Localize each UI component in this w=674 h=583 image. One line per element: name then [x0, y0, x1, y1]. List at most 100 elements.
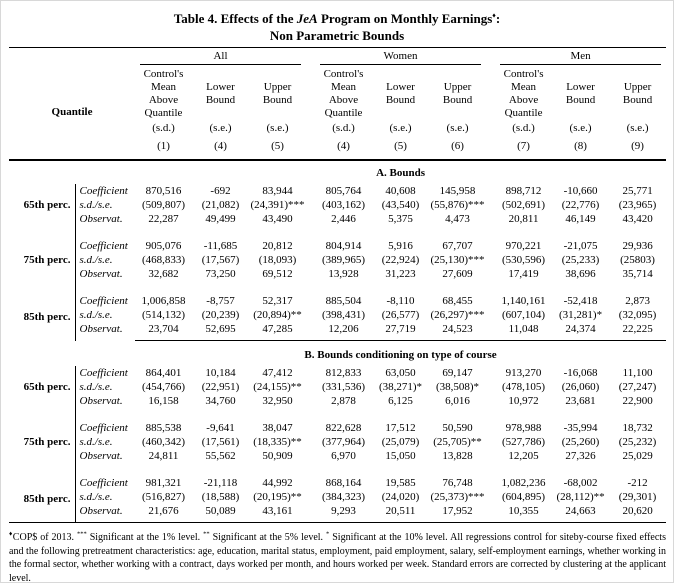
- value-cell: -16,068: [563, 366, 598, 379]
- value-cell: 10,184: [205, 366, 236, 379]
- value-cell: 868,164: [325, 476, 362, 489]
- column-header: Lower Bound: [385, 81, 416, 106]
- value-cell: (23,965): [618, 199, 657, 211]
- value-cell: -692: [210, 185, 231, 197]
- value-cell: 27,326: [565, 449, 596, 462]
- value-cell: 31,223: [385, 268, 416, 280]
- column-subheader: (s.e.): [209, 122, 232, 134]
- table-row: Observat. 32,682 73,250 69,512 13,928 31,223 2…: [9, 267, 666, 281]
- table-subtitle: Non Parametric Bounds: [269, 28, 405, 43]
- value-cell: (22,776): [561, 199, 600, 211]
- value-cell: (514,132): [141, 309, 186, 321]
- value-cell: 885,504: [325, 295, 362, 307]
- value-cell: 6,125: [388, 394, 413, 407]
- value-cell: 35,714: [622, 268, 653, 280]
- value-cell: (22,951): [201, 380, 240, 393]
- value-cell: 27,609: [442, 268, 473, 280]
- value-cell: 864,401: [145, 366, 182, 379]
- value-cell: -8,757: [206, 295, 235, 307]
- column-number: (5): [372, 136, 430, 161]
- stat-row-label: s.d./s.e.: [74, 198, 135, 212]
- title-text-2: Program on Monthly Earnings: [317, 11, 493, 26]
- value-cell: 55,562: [205, 449, 236, 462]
- value-cell: -11,685: [203, 240, 238, 252]
- column-header: Control's Mean Above Quantile: [503, 68, 544, 119]
- value-cell: 13,928: [328, 268, 359, 280]
- stat-row-label: s.d./s.e.: [74, 489, 135, 504]
- value-cell: (24,155)**: [253, 380, 302, 393]
- value-cell: (26,577): [381, 309, 420, 321]
- value-cell: 32,682: [148, 268, 179, 280]
- value-cell: (530,596): [502, 254, 546, 266]
- table-row: 75th perc. Coefficient 905,076 -11,685 20,81…: [9, 239, 666, 266]
- table-row: Observat. 16,158 34,760 32,950 2,878 6,125 6,0…: [9, 393, 666, 408]
- value-cell: (25,232): [618, 435, 657, 448]
- value-cell: 19,585: [385, 476, 416, 489]
- quantile-row-label: 85th perc.: [23, 311, 71, 324]
- column-number: (9): [609, 136, 667, 161]
- value-cell: (20,239): [201, 309, 240, 321]
- value-cell: 870,516: [145, 185, 182, 197]
- value-cell: (607,104): [502, 309, 546, 321]
- value-cell: 24,663: [565, 504, 596, 517]
- value-cell: 13,828: [442, 449, 473, 462]
- group-header-men: Men: [495, 48, 666, 65]
- value-cell: (389,965): [321, 254, 366, 266]
- value-cell: (55,876)***: [430, 199, 485, 211]
- table-row: Observat. 22,287 49,499 43,490 2,446 5,375 4,4…: [9, 212, 666, 226]
- value-cell: (25,260): [561, 435, 600, 448]
- group-header-women: Women: [315, 48, 486, 65]
- value-cell: 76,748: [442, 476, 473, 489]
- section-header: B. Bounds conditioning on type of course: [304, 348, 497, 361]
- table-title: Table 4. Effects of the JeA Program on M…: [9, 10, 665, 44]
- stat-row-label: Observat.: [74, 267, 135, 281]
- value-cell: (398,431): [321, 309, 366, 321]
- value-cell: -21,118: [203, 476, 238, 489]
- value-cell: 11,048: [508, 323, 539, 335]
- value-cell: 905,076: [145, 240, 182, 252]
- value-cell: 145,958: [439, 185, 476, 197]
- value-cell: 1,140,161: [501, 295, 546, 307]
- value-cell: (384,323): [321, 490, 366, 503]
- value-cell: 22,900: [622, 394, 653, 407]
- value-cell: 1,006,858: [141, 295, 186, 307]
- column-number: (6): [429, 136, 487, 161]
- value-cell: (403,162): [321, 199, 366, 211]
- value-cell: 23,704: [148, 323, 179, 335]
- stat-row-label: Coefficient: [74, 294, 135, 308]
- value-cell: 43,161: [262, 504, 293, 517]
- significance-marker: ♦: [9, 530, 13, 538]
- value-cell: 50,590: [442, 421, 473, 434]
- table-row: Observat. 24,811 55,562 50,909 6,970 15,050 13…: [9, 448, 666, 463]
- value-cell: 9,293: [331, 504, 356, 517]
- value-cell: 5,916: [388, 240, 413, 252]
- value-cell: 970,221: [505, 240, 542, 252]
- column-header: Control's Mean Above Quantile: [323, 68, 364, 119]
- value-cell: (509,807): [141, 199, 186, 211]
- value-cell: 2,446: [331, 213, 356, 225]
- stat-row-label: Coefficient: [74, 365, 135, 380]
- value-cell: 15,050: [385, 449, 416, 462]
- column-subheader: (s.d.): [332, 122, 355, 134]
- title-text: Table 4. Effects of the: [173, 11, 297, 26]
- column-header: Control's Mean Above Quantile: [143, 68, 184, 119]
- value-cell: 18,732: [622, 421, 653, 434]
- stat-row-label: Coefficient: [74, 239, 135, 253]
- table-row: 85th perc. Coefficient 1,006,858 -8,757 52,3…: [9, 294, 666, 323]
- table-row: s.d./s.e. (516,827) (18,588) (20,195)** (384…: [9, 489, 666, 504]
- table-row: s.d./s.e. (454,766) (22,951) (24,155)** (331…: [9, 379, 666, 394]
- value-cell: 21,676: [148, 504, 179, 517]
- group-header-label: All: [140, 49, 302, 65]
- value-cell: 83,944: [262, 185, 293, 197]
- value-cell: 20,620: [622, 504, 653, 517]
- value-cell: 29,936: [622, 240, 653, 252]
- value-cell: 32,950: [262, 394, 293, 407]
- value-cell: 2,873: [625, 295, 650, 307]
- value-cell: 913,270: [505, 366, 542, 379]
- value-cell: 25,771: [622, 185, 653, 197]
- column-number: (4): [315, 136, 373, 161]
- value-cell: (38,508)*: [435, 380, 480, 393]
- column-header: Upper Bound: [262, 81, 293, 106]
- value-cell: (24,391)***: [250, 199, 305, 211]
- column-header: Lower Bound: [205, 81, 236, 106]
